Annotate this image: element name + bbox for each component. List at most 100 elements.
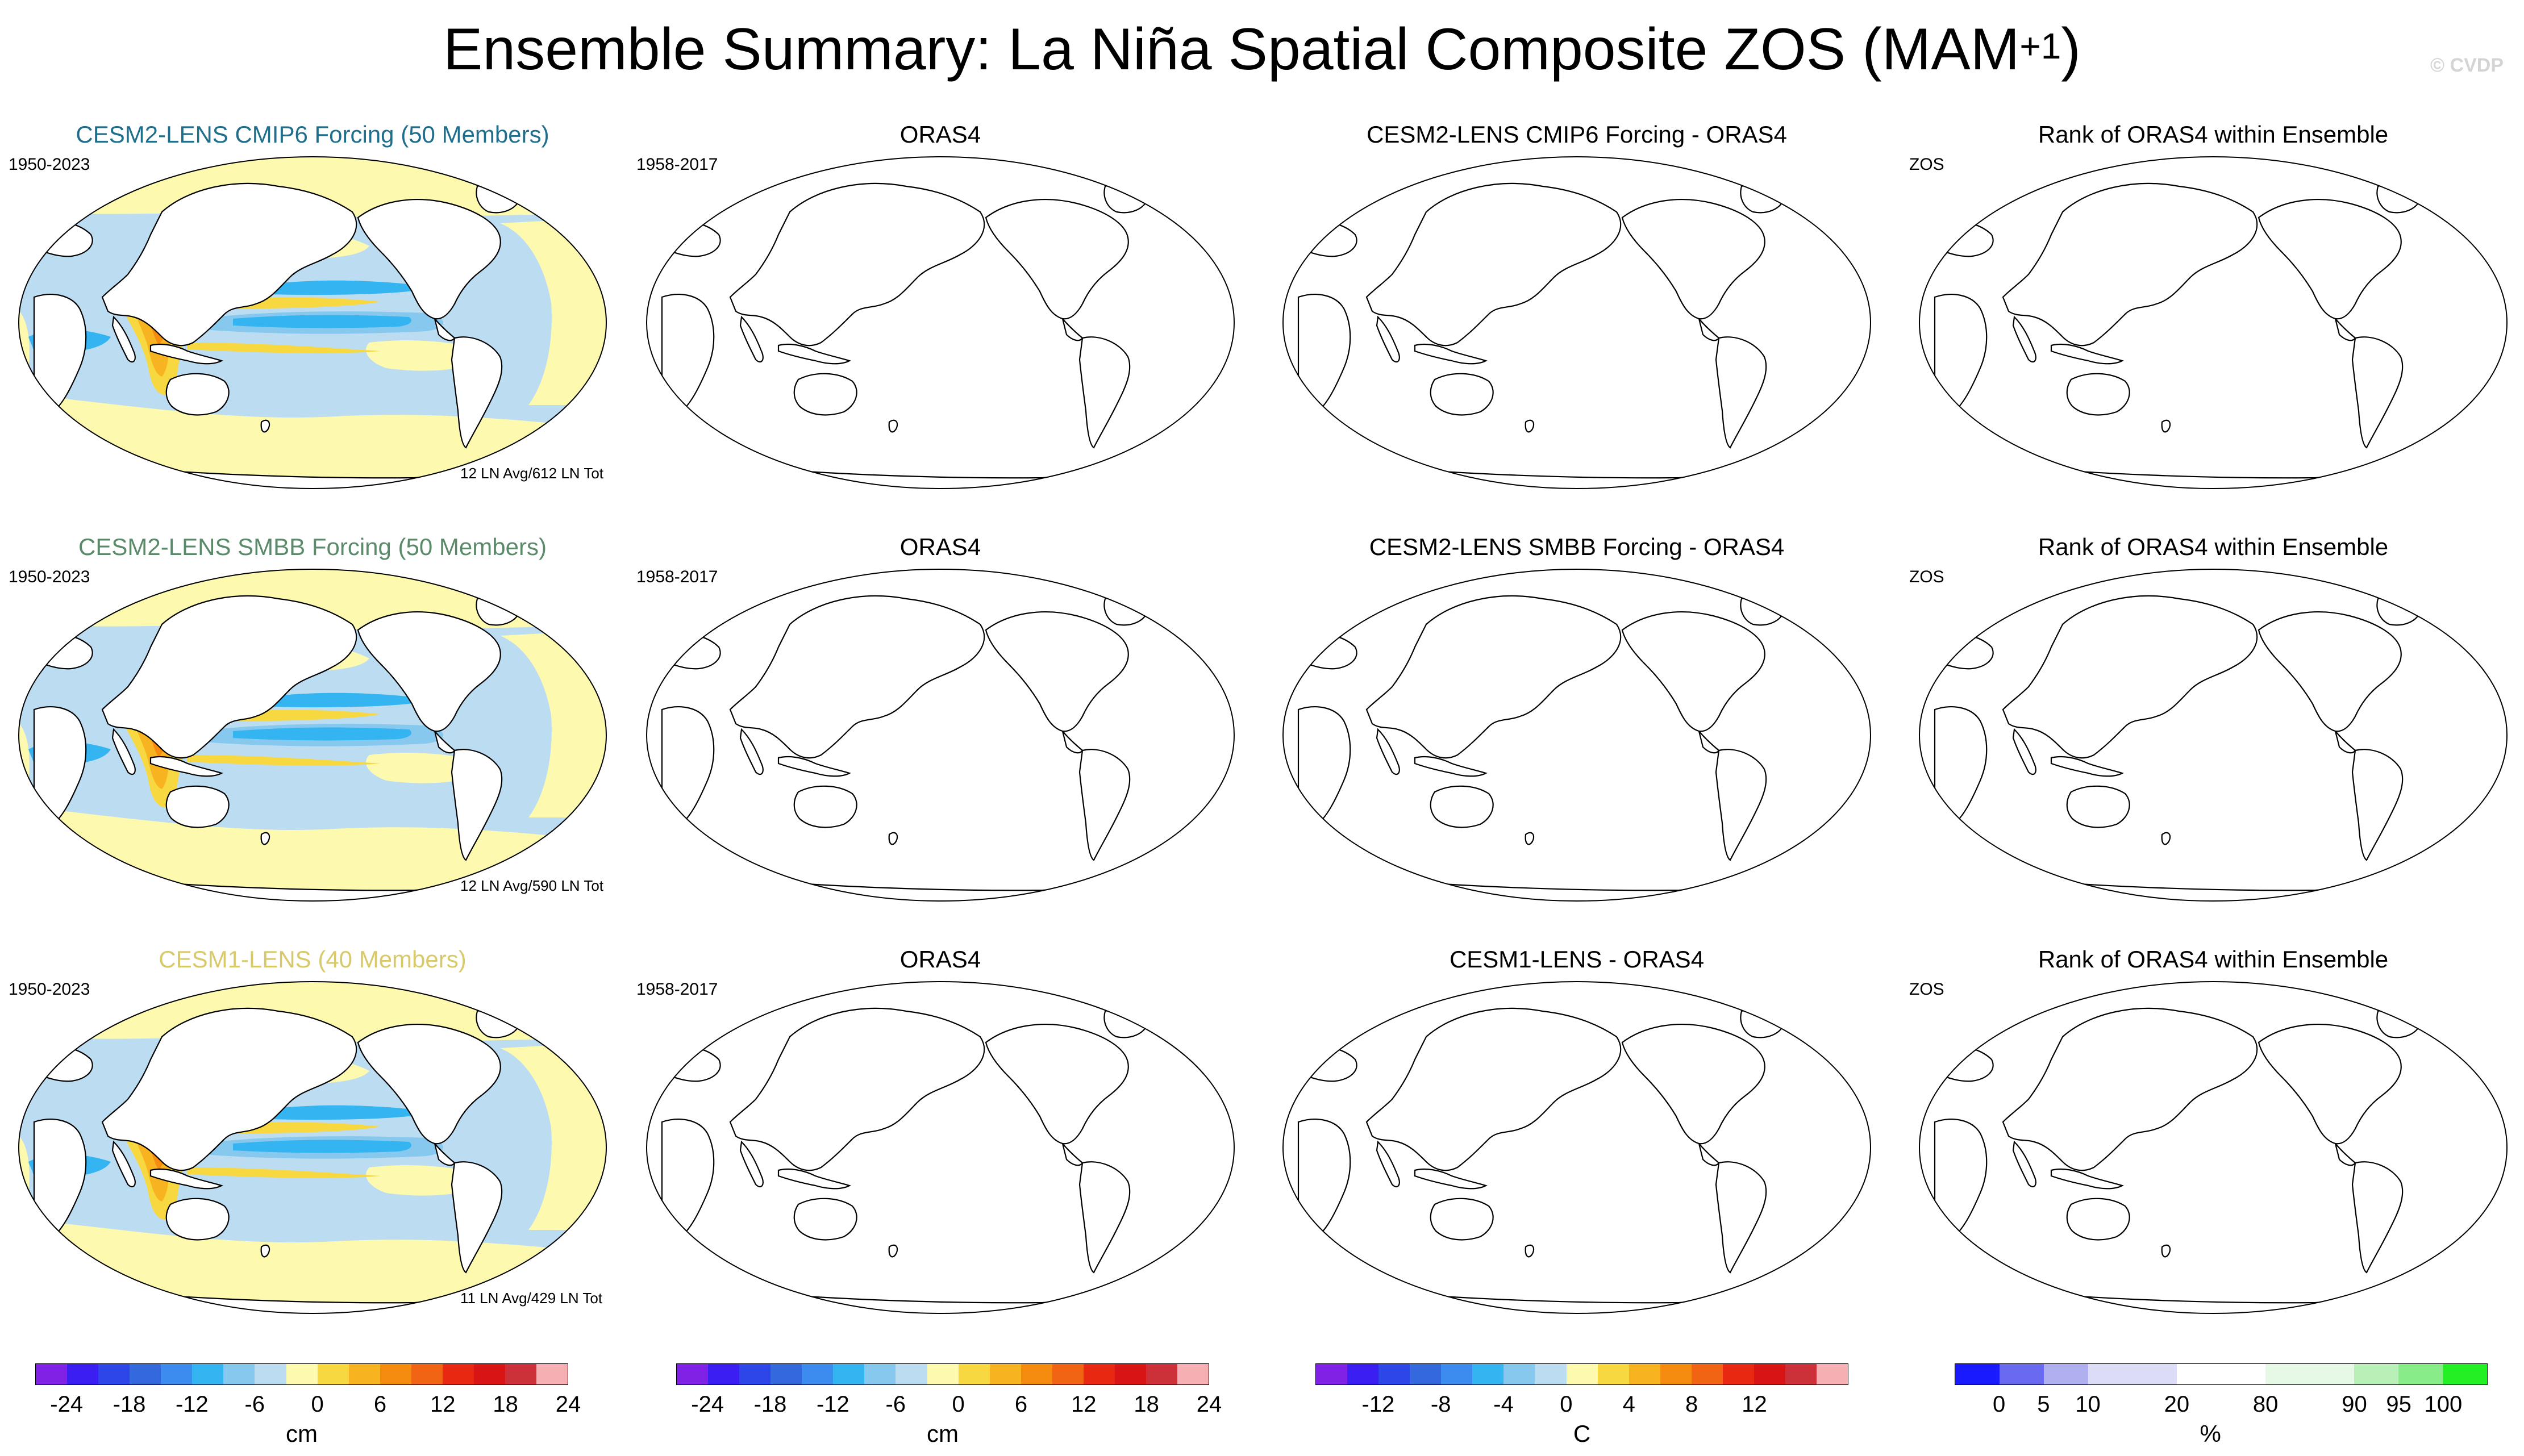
colorbar-tick-label: -24: [50, 1392, 84, 1417]
colorbar-swatches: [676, 1363, 1209, 1385]
coastline-indonesia: [1414, 756, 1488, 777]
colorbar-swatch: [739, 1364, 771, 1384]
coastline-asia: [2002, 1007, 2258, 1171]
colorbar-swatch: [1441, 1364, 1473, 1384]
colorbar-unit: cm: [286, 1420, 318, 1447]
coastline-asia: [729, 595, 985, 759]
map-panel: [18, 569, 607, 902]
coastline-centam: [2334, 731, 2356, 754]
coastline-asia: [2002, 182, 2258, 347]
panel-title: Rank of ORAS4 within Ensemble: [2038, 121, 2389, 148]
colorbar-swatch: [36, 1364, 68, 1384]
coastline-australia: [2066, 373, 2130, 416]
coastline-antarctica: [2008, 465, 2431, 489]
coastline-europe: [1297, 1045, 1357, 1082]
colorbar-tick-label: -4: [1493, 1392, 1514, 1417]
coastline-nz: [888, 419, 898, 433]
coastline-namerica: [1621, 1024, 1765, 1145]
colorbar-tick-label: 4: [1622, 1392, 1635, 1417]
coastline-asia: [101, 595, 357, 759]
colorbar-tick-label: -12: [816, 1392, 849, 1417]
colorbar-swatch: [708, 1364, 740, 1384]
coastline-australia: [793, 785, 857, 828]
colorbar-swatch: [1754, 1364, 1785, 1384]
map-border: [18, 156, 607, 489]
coastline-centam: [1698, 1143, 1720, 1166]
colorbar-swatch: [192, 1364, 224, 1384]
colorbar-swatch: [1410, 1364, 1442, 1384]
coastline-asia: [729, 182, 985, 347]
colorbar-swatch: [411, 1364, 443, 1384]
coastline-antarctica: [735, 465, 1158, 489]
colorbar-swatch: [2398, 1364, 2443, 1384]
colorbar-swatch: [1691, 1364, 1723, 1384]
coastline-indonesia: [777, 343, 851, 365]
coastline-samerica: [1715, 1161, 1767, 1274]
colorbar-tick-label: 10: [2075, 1392, 2101, 1417]
coastline-namerica: [985, 611, 1129, 732]
coastline-australia: [1430, 373, 1494, 416]
coastline-antarctica: [1372, 1290, 1794, 1313]
colorbar-tick-label: 24: [555, 1392, 581, 1417]
colorbar-swatch: [1503, 1364, 1535, 1384]
coastline-asia: [1365, 1007, 1622, 1171]
coastline-nz: [2161, 1244, 2171, 1258]
colorbar-tick-label: 8: [1685, 1392, 1698, 1417]
colorbar-swatch: [2221, 1364, 2265, 1384]
panel-title: CESM1-LENS - ORAS4: [1449, 946, 1705, 973]
map-panel: [1282, 569, 1871, 902]
coastline-australia: [793, 1198, 857, 1241]
equatorial-negative-core: [233, 1140, 411, 1153]
coastline-africa: [1297, 706, 1351, 828]
map-border: [1919, 981, 2508, 1314]
panel-title: ORAS4: [899, 946, 981, 973]
colorbar-tick-label: 12: [1071, 1392, 1097, 1417]
coastline-greenland: [2376, 596, 2422, 626]
colorbar-swatch: [1955, 1364, 2000, 1384]
colorbar-swatch: [958, 1364, 990, 1384]
colorbar-tick-label: 6: [373, 1392, 387, 1417]
south-tongue-positive: [188, 1167, 381, 1178]
coastline-antarctica: [735, 1290, 1158, 1313]
panel-title: CESM1-LENS (40 Members): [159, 946, 467, 973]
coastline-nz: [2161, 419, 2171, 433]
map-panel: [646, 981, 1235, 1314]
colorbar-tick-label: -18: [113, 1392, 146, 1417]
colorbar-swatch: [1785, 1364, 1817, 1384]
coastline-samerica: [1715, 336, 1767, 449]
colorbar-swatch: [98, 1364, 130, 1384]
panel-title: Rank of ORAS4 within Ensemble: [2038, 533, 2389, 560]
coastline-asia: [101, 1007, 357, 1171]
map-border: [646, 569, 1235, 902]
map-panel: [646, 156, 1235, 489]
map-border: [646, 981, 1235, 1314]
colorbar-swatch: [161, 1364, 193, 1384]
coastline-indonesia: [1414, 343, 1488, 365]
coastline-nz: [260, 419, 270, 433]
coastline-samerica: [1078, 1161, 1131, 1274]
coastline-africa: [1297, 1119, 1351, 1240]
coastline-samerica: [1715, 749, 1767, 861]
coastline-centam: [2334, 318, 2356, 341]
colorbar-swatch: [1817, 1364, 1848, 1384]
coastline-centam: [2334, 1143, 2356, 1166]
colorbar-tick-label: 0: [1560, 1392, 1573, 1417]
panel-period-label: ZOS: [1909, 980, 1944, 999]
coastline-australia: [1430, 1198, 1494, 1241]
panel-period-label: 1950-2023: [9, 980, 90, 999]
colorbar-swatches: [1315, 1363, 1848, 1385]
south-tongue-positive: [188, 755, 381, 766]
colorbar-swatch: [223, 1364, 255, 1384]
coastline-europe: [1934, 220, 1994, 257]
coastline-namerica: [985, 199, 1129, 320]
colorbar-unit: cm: [927, 1420, 959, 1447]
coastline-india: [111, 728, 136, 775]
coastline-greenland: [1740, 1008, 1785, 1038]
colorbar-swatches: [35, 1363, 568, 1385]
map-panel: [1919, 156, 2508, 489]
colorbar-swatch: [2177, 1364, 2221, 1384]
panel-period-label: 1950-2023: [9, 155, 90, 174]
coastline-europe: [661, 632, 721, 670]
coastline-namerica: [357, 611, 501, 732]
colorbar-tick-label: 0: [952, 1392, 965, 1417]
